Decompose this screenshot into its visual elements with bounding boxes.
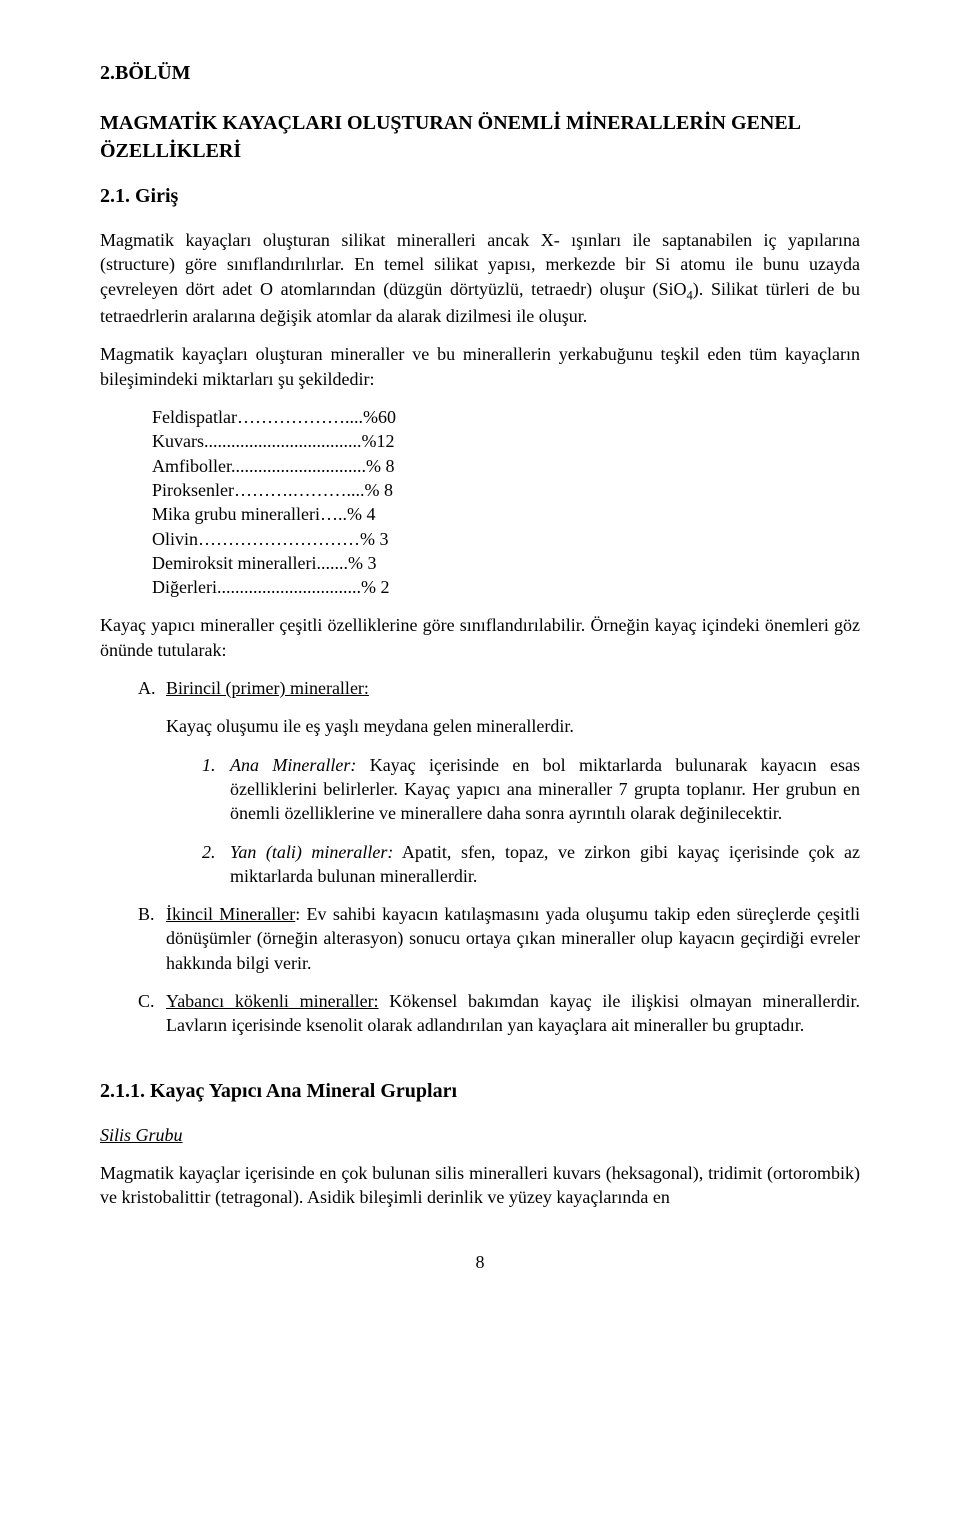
list-content-b: İkincil Mineraller: Ev sahibi kayacın ka… [166,902,860,975]
mineral-item: Mika grubu mineralleri…..% 4 [152,502,860,526]
num-item-2: 2. Yan (tali) mineraller: Apatit, sfen, … [202,840,860,889]
list-content-a: Birincil (primer) mineraller: [166,676,860,700]
list-content-c: Yabancı kökenli mineraller: Kökensel bak… [166,989,860,1038]
page-number: 8 [100,1250,860,1274]
mineral-item: Kuvars..................................… [152,429,860,453]
num-content-2: Yan (tali) mineraller: Apatit, sfen, top… [230,840,860,889]
chapter-number: 2.BÖLÜM [100,60,860,87]
num-content-1: Ana Mineraller: Kayaç içerisinde en bol … [230,753,860,826]
list-a-description: Kayaç oluşumu ile eş yaşlı meydana gelen… [138,714,860,738]
list-label-b: B. [138,902,166,975]
mineral-item: Amfiboller..............................… [152,454,860,478]
list-item-a: A. Birincil (primer) mineraller: [138,676,860,700]
primary-minerals-section: A. Birincil (primer) mineraller: Kayaç o… [100,676,860,1038]
num-2-title: Yan (tali) mineraller: [230,842,393,862]
chapter-title: MAGMATİK KAYAÇLARI OLUŞTURAN ÖNEMLİ MİNE… [100,109,860,165]
list-item-b: B. İkincil Mineraller: Ev sahibi kayacın… [138,902,860,975]
mineral-item: Olivin………………………% 3 [152,527,860,551]
paragraph-classification: Kayaç yapıcı mineraller çeşitli özellikl… [100,613,860,662]
mineral-item: Diğerleri...............................… [152,575,860,599]
mineral-item: Piroksenler……….………....% 8 [152,478,860,502]
mineral-percentage-list: Feldispatlar………………....%60 Kuvars........… [100,405,860,599]
list-label-a: A. [138,676,166,700]
num-item-1: 1. Ana Mineraller: Kayaç içerisinde en b… [202,753,860,826]
list-label-c: C. [138,989,166,1038]
paragraph-intro: Magmatik kayaçları oluşturan silikat min… [100,228,860,328]
list-c-title: Yabancı kökenli mineraller: [166,991,379,1011]
mineral-item: Feldispatlar………………....%60 [152,405,860,429]
num-label-1: 1. [202,753,230,826]
group-heading: Silis Grubu [100,1123,860,1147]
list-a-title: Birincil (primer) mineraller: [166,678,369,698]
section-heading: 2.1. Giriş [100,183,860,210]
subsection-heading: 2.1.1. Kayaç Yapıcı Ana Mineral Grupları [100,1078,860,1105]
num-1-title: Ana Mineraller: [230,755,356,775]
numbered-sublist: 1. Ana Mineraller: Kayaç içerisinde en b… [138,753,860,888]
mineral-item: Demiroksit mineralleri.......% 3 [152,551,860,575]
paragraph-minerals-intro: Magmatik kayaçları oluşturan mineraller … [100,342,860,391]
list-b-title: İkincil Mineraller [166,904,295,924]
list-item-c: C. Yabancı kökenli mineraller: Kökensel … [138,989,860,1038]
paragraph-silis: Magmatik kayaçlar içerisinde en çok bulu… [100,1161,860,1210]
num-label-2: 2. [202,840,230,889]
